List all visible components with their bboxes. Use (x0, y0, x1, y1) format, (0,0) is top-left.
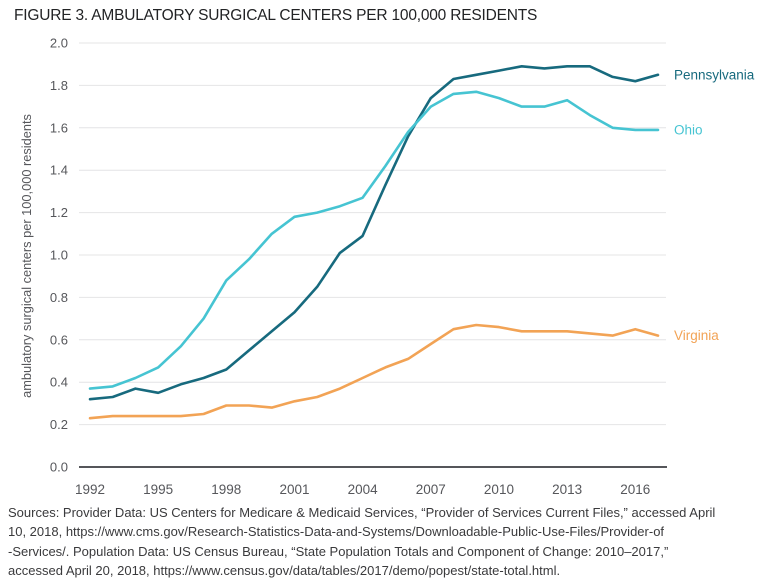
x-tick-label: 2013 (552, 482, 582, 497)
virginia-line (88, 323, 660, 420)
x-tick-label: 2001 (279, 482, 309, 497)
x-tick-label: 2007 (416, 482, 446, 497)
virginia-series-label: Virginia (674, 328, 719, 343)
source-note: Sources: Provider Data: US Centers for M… (8, 503, 764, 581)
y-tick-label: 0.6 (50, 332, 68, 347)
source-line: Sources: Provider Data: US Centers for M… (8, 505, 716, 520)
y-tick-label: 0.0 (50, 460, 68, 475)
ohio-line (88, 90, 660, 390)
y-axis-title: ambulatory surgical centers per 100,000 … (19, 114, 34, 398)
source-line: accessed April 20, 2018, https://www.cen… (8, 563, 561, 579)
figure-title: FIGURE 3. AMBULATORY SURGICAL CENTERS PE… (14, 7, 538, 24)
y-tick-label: 1.8 (50, 78, 68, 93)
y-tick-label: 1.6 (50, 120, 68, 135)
y-tick-label: 1.2 (50, 205, 68, 220)
source-line: 10, 2018, https://www.cms.gov/Research-S… (8, 524, 665, 540)
y-tick-label: 0.2 (50, 417, 68, 432)
y-tick-label: 1.0 (50, 248, 68, 263)
ohio-series-label: Ohio (674, 122, 703, 137)
x-tick-label: 1995 (143, 482, 173, 497)
y-tick-label: 0.4 (50, 375, 68, 390)
x-tick-label: 2004 (348, 482, 379, 497)
x-tick-label: 2016 (620, 482, 650, 497)
y-tick-label: 1.4 (50, 163, 68, 178)
y-tick-label: 0.8 (50, 290, 68, 305)
source-line: -Services/. Population Data: US Census B… (8, 543, 669, 559)
x-tick-label: 2010 (484, 482, 514, 497)
pennsylvania-line (88, 65, 660, 401)
pennsylvania-series-label: Pennsylvania (674, 67, 755, 82)
line-chart: 0.0 0.2 0.4 0.6 0.8 1.0 1.2 1.4 1.6 1.8 2.0 1992 199… (19, 36, 755, 498)
x-tick-label: 1992 (75, 482, 105, 497)
y-tick-label: 2.0 (50, 36, 68, 51)
x-tick-label: 1998 (211, 482, 241, 497)
